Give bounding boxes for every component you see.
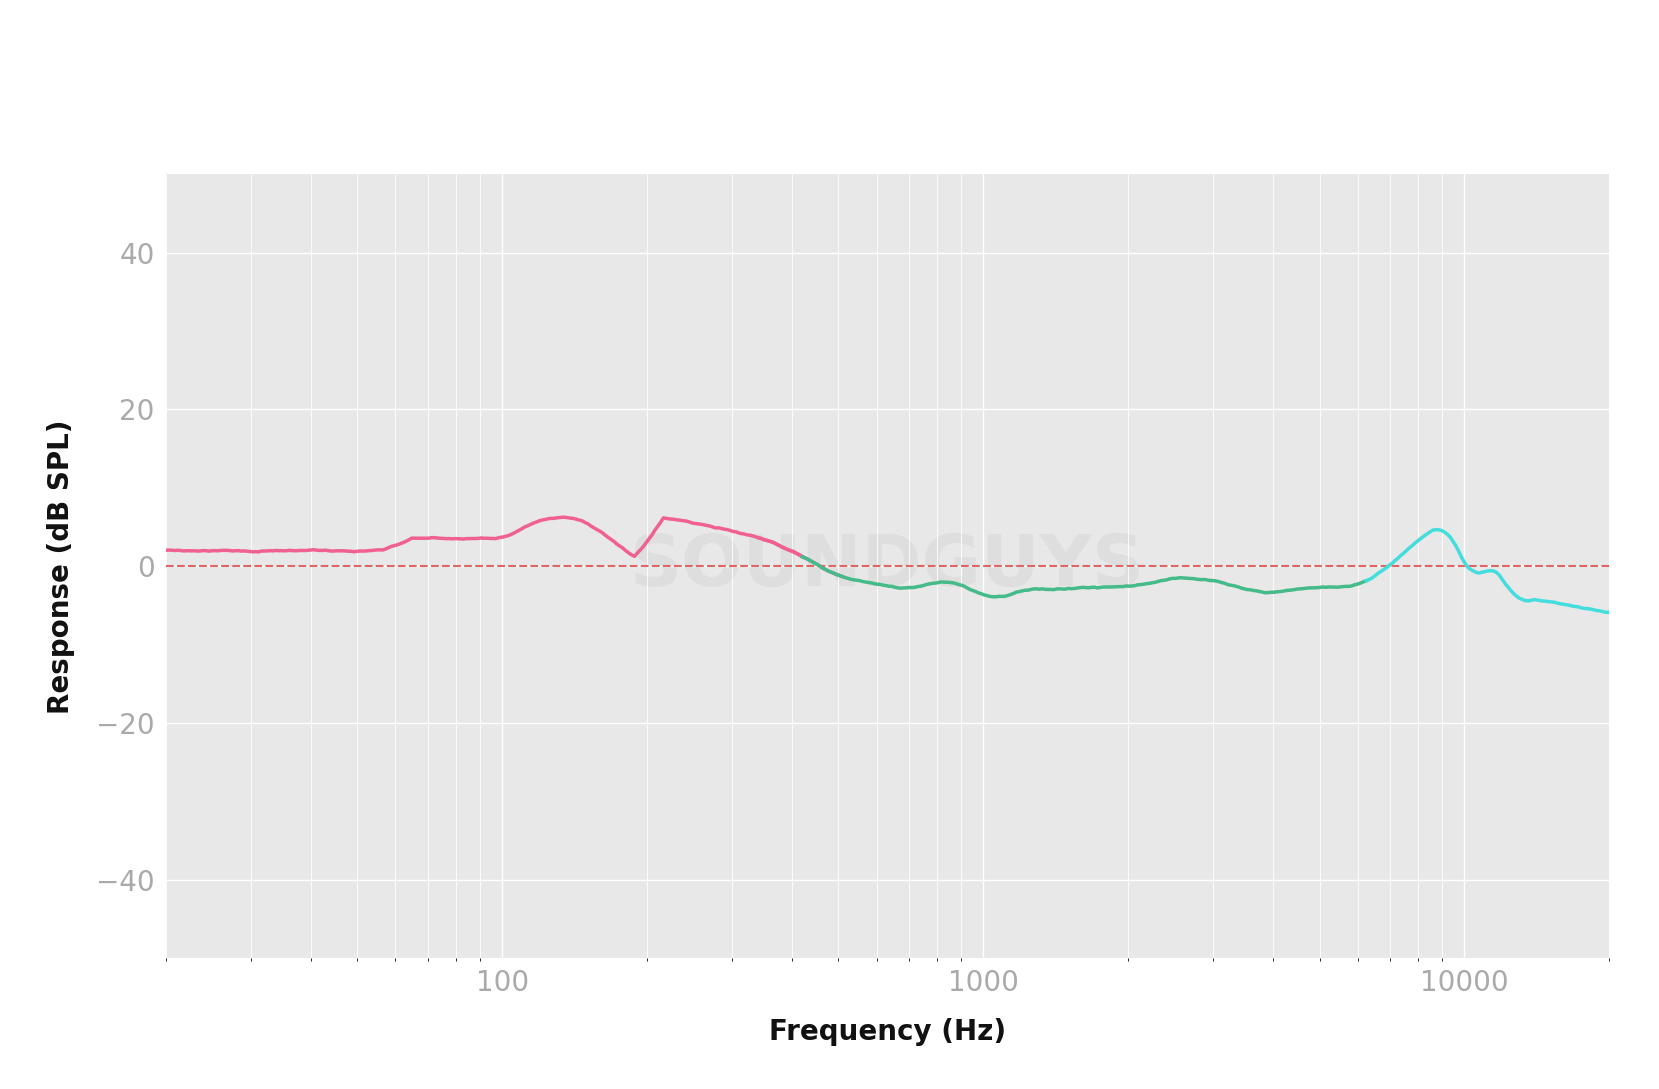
X-axis label: Frequency (Hz): Frequency (Hz) xyxy=(770,1018,1005,1047)
Y-axis label: Response (dB SPL): Response (dB SPL) xyxy=(48,419,75,713)
Text: SOUNDGUYS: SOUNDGUYS xyxy=(630,531,1145,601)
Text: Razer BlackShark V2 Frequency Response: Razer BlackShark V2 Frequency Response xyxy=(304,41,1355,84)
